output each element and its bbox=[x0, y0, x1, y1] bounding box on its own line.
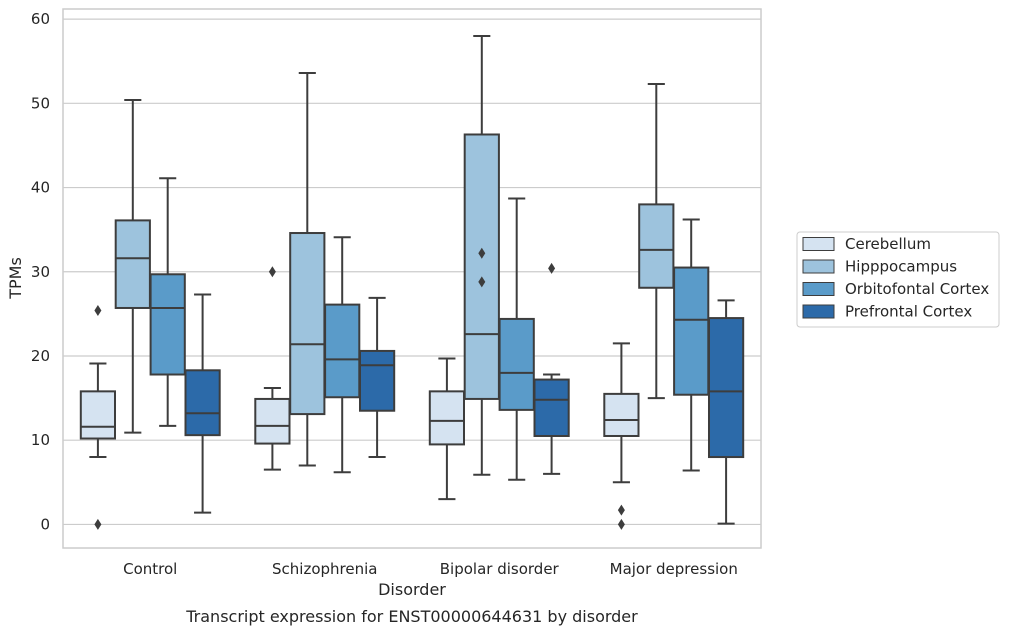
box-group bbox=[79, 362, 117, 459]
box-group bbox=[463, 34, 500, 476]
box-group bbox=[289, 72, 326, 467]
legend: Cerebellum Hipppocampus Orbitofontal Corte… bbox=[796, 231, 1000, 328]
outlier-point bbox=[94, 518, 102, 530]
box-group bbox=[498, 197, 535, 481]
x-tick-label: Major depression bbox=[610, 560, 738, 578]
x-axis-label: Disorder bbox=[378, 580, 446, 599]
legend-label: Orbitofontal Cortex bbox=[845, 280, 989, 298]
iqr-box bbox=[498, 317, 535, 411]
y-tick-label: 40 bbox=[31, 179, 50, 197]
outlier-point bbox=[94, 305, 102, 317]
iqr-box bbox=[533, 378, 570, 437]
legend-label: Prefrontal Cortex bbox=[845, 303, 972, 321]
box-group bbox=[254, 386, 291, 471]
outlier-point bbox=[478, 276, 486, 288]
outlier-point bbox=[478, 247, 486, 259]
outlier-point bbox=[268, 266, 276, 278]
iqr-box bbox=[149, 273, 186, 376]
boxes bbox=[79, 34, 745, 525]
y-tick-label: 20 bbox=[31, 347, 50, 365]
x-tick-label: Bipolar disorder bbox=[440, 560, 560, 578]
iqr-box bbox=[289, 232, 326, 416]
iqr-box bbox=[358, 349, 396, 412]
iqr-box bbox=[79, 390, 117, 440]
box-group bbox=[638, 82, 675, 400]
x-tick-label: Schizophrenia bbox=[272, 560, 377, 578]
iqr-box bbox=[673, 266, 710, 396]
box-group bbox=[707, 299, 745, 525]
iqr-box bbox=[603, 392, 640, 437]
iqr-box bbox=[254, 397, 291, 445]
box-group bbox=[533, 373, 570, 475]
y-axis-label: TPMs bbox=[6, 257, 25, 300]
iqr-box bbox=[428, 390, 466, 446]
box-group bbox=[149, 177, 186, 427]
legend-swatch bbox=[802, 259, 835, 274]
plot-area bbox=[62, 8, 762, 549]
y-tick-label: 10 bbox=[31, 431, 50, 449]
iqr-box bbox=[184, 369, 221, 437]
x-axis-ticks: Control Schizophrenia Bipolar disorder Majo… bbox=[123, 560, 738, 578]
outlier-point bbox=[548, 262, 556, 274]
outliers bbox=[94, 247, 625, 530]
iqr-box bbox=[638, 203, 675, 289]
y-tick-label: 30 bbox=[31, 263, 50, 281]
legend-swatch bbox=[802, 304, 835, 319]
box-group bbox=[603, 342, 640, 484]
legend-swatch bbox=[802, 237, 835, 251]
outlier-point bbox=[617, 518, 625, 530]
y-axis-ticks: 0 10 20 30 40 50 60 bbox=[31, 10, 50, 533]
legend-swatch bbox=[802, 282, 835, 296]
iqr-box bbox=[463, 133, 500, 400]
y-tick-label: 60 bbox=[31, 10, 50, 28]
legend-label: Hipppocampus bbox=[845, 258, 957, 276]
legend-label: Cerebellum bbox=[845, 235, 931, 253]
box-group bbox=[184, 293, 221, 514]
outlier-point bbox=[617, 504, 625, 516]
y-tick-label: 50 bbox=[31, 94, 50, 112]
box-group bbox=[358, 296, 396, 459]
box-group bbox=[324, 236, 361, 474]
chart-caption: Transcript expression for ENST0000064463… bbox=[185, 607, 638, 626]
box-group bbox=[114, 98, 151, 434]
iqr-box bbox=[324, 303, 361, 399]
legend-frame bbox=[796, 231, 1000, 328]
iqr-box bbox=[114, 219, 151, 309]
x-tick-label: Control bbox=[123, 560, 177, 578]
box-group bbox=[428, 357, 466, 501]
box-group bbox=[673, 218, 710, 472]
y-tick-label: 0 bbox=[40, 515, 50, 533]
iqr-box bbox=[707, 317, 745, 459]
